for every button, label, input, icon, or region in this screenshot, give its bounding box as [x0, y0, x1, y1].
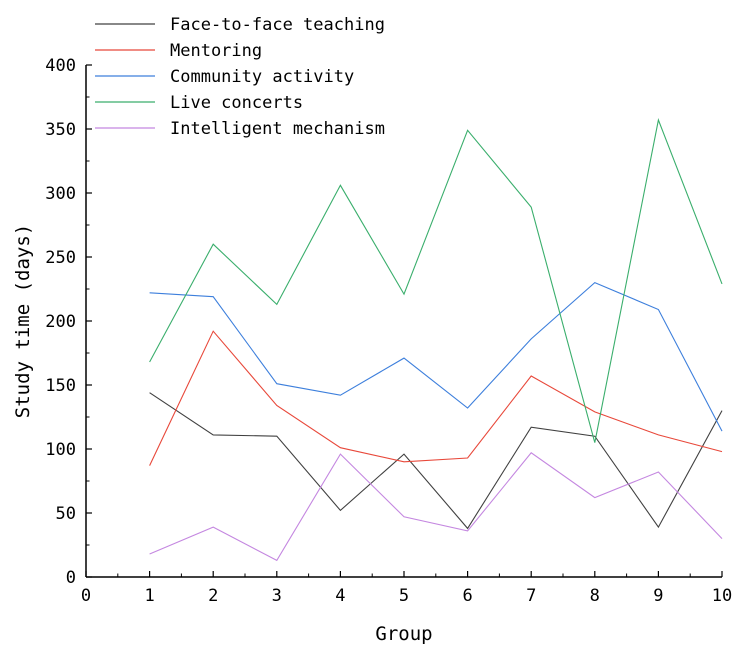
- series-line-2: [149, 330, 723, 466]
- series-line-3: [149, 281, 723, 432]
- x-tick-label: 5: [399, 586, 409, 606]
- x-tick-label: 10: [712, 586, 732, 606]
- y-tick-label: 250: [45, 248, 76, 268]
- legend-label: Face-to-face teaching: [170, 15, 385, 35]
- x-tick-label: 7: [526, 586, 536, 606]
- y-tick-label: 100: [45, 440, 76, 460]
- x-tick-label: 9: [653, 586, 663, 606]
- series-line-4: [149, 118, 723, 443]
- y-tick-label: 0: [66, 568, 76, 588]
- x-tick-label: 1: [144, 586, 154, 606]
- y-tick-label: 50: [56, 504, 76, 524]
- x-tick-label: 8: [590, 586, 600, 606]
- y-tick-label: 400: [45, 56, 76, 76]
- legend-label: Intelligent mechanism: [170, 119, 385, 139]
- x-tick-label: 4: [335, 586, 345, 606]
- y-tick-label: 150: [45, 376, 76, 396]
- series-line-5: [149, 452, 723, 562]
- x-tick-label: 2: [208, 586, 218, 606]
- x-tick-label: 6: [462, 586, 472, 606]
- x-tick-label: 3: [272, 586, 282, 606]
- y-tick-label: 300: [45, 184, 76, 204]
- y-axis-title: Study time (days): [12, 224, 34, 418]
- y-tick-label: 350: [45, 120, 76, 140]
- legend: Face-to-face teaching Mentoring Community …: [95, 15, 385, 139]
- series-line-1: [149, 392, 723, 530]
- legend-label: Community activity: [170, 67, 354, 87]
- x-tick-label: 0: [81, 586, 91, 606]
- legend-label: Live concerts: [170, 93, 303, 113]
- legend-label: Mentoring: [170, 41, 262, 61]
- y-tick-label: 200: [45, 312, 76, 332]
- x-axis-title: Group: [375, 623, 432, 645]
- series-lines: [149, 118, 723, 562]
- axes: 0 50 100 150 200 250 300 350 400 0 1 2 3 4 5 6 7 8 9 10: [45, 56, 732, 606]
